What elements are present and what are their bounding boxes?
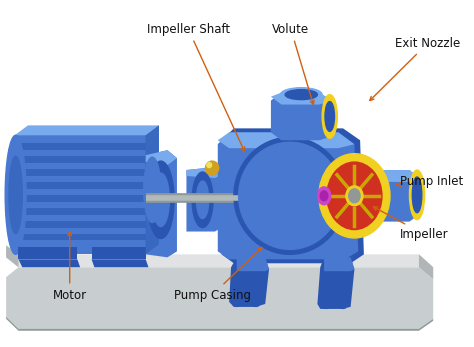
Polygon shape [318, 257, 355, 309]
Polygon shape [186, 167, 221, 231]
Polygon shape [146, 125, 159, 254]
Ellipse shape [152, 173, 169, 227]
Polygon shape [15, 208, 146, 215]
Polygon shape [6, 245, 433, 279]
Polygon shape [271, 93, 332, 104]
Polygon shape [15, 195, 146, 202]
Text: Motor: Motor [53, 232, 87, 302]
Ellipse shape [318, 187, 331, 205]
Ellipse shape [9, 156, 22, 234]
Text: Volute: Volute [272, 23, 314, 104]
Polygon shape [91, 259, 148, 267]
Polygon shape [6, 267, 433, 329]
Ellipse shape [196, 181, 209, 219]
Ellipse shape [233, 302, 240, 306]
Text: Exit Nozzle: Exit Nozzle [370, 36, 460, 101]
Polygon shape [355, 170, 419, 222]
Ellipse shape [346, 186, 363, 206]
Polygon shape [146, 150, 177, 165]
Ellipse shape [339, 303, 347, 308]
Polygon shape [6, 245, 18, 267]
Polygon shape [218, 132, 358, 259]
Ellipse shape [285, 90, 318, 100]
Polygon shape [237, 257, 269, 271]
Polygon shape [18, 259, 80, 267]
Ellipse shape [147, 161, 174, 238]
Text: Impeller Shaft: Impeller Shaft [147, 23, 245, 151]
Polygon shape [6, 317, 433, 331]
Polygon shape [146, 150, 177, 257]
Ellipse shape [349, 189, 360, 203]
Text: Pump Inlet: Pump Inlet [397, 176, 463, 188]
Polygon shape [91, 247, 146, 259]
Polygon shape [218, 132, 355, 148]
Ellipse shape [322, 95, 337, 138]
Polygon shape [419, 254, 433, 279]
Ellipse shape [192, 172, 213, 228]
Polygon shape [15, 156, 146, 163]
Polygon shape [355, 170, 419, 182]
Ellipse shape [410, 170, 425, 220]
Ellipse shape [327, 162, 382, 230]
Ellipse shape [234, 137, 346, 254]
Polygon shape [186, 167, 221, 178]
Ellipse shape [205, 161, 219, 175]
Ellipse shape [320, 191, 328, 201]
Polygon shape [15, 125, 159, 135]
Text: Impeller: Impeller [374, 207, 448, 241]
Ellipse shape [252, 302, 259, 306]
Text: Pump Casing: Pump Casing [173, 247, 262, 302]
Polygon shape [324, 257, 355, 271]
Polygon shape [18, 247, 77, 259]
Polygon shape [15, 234, 146, 240]
Polygon shape [229, 257, 269, 307]
Polygon shape [271, 93, 332, 140]
Polygon shape [15, 143, 146, 150]
Ellipse shape [325, 102, 335, 132]
Polygon shape [221, 128, 364, 263]
Polygon shape [15, 182, 146, 189]
Ellipse shape [281, 88, 322, 102]
Polygon shape [15, 135, 146, 254]
Ellipse shape [412, 177, 422, 213]
Ellipse shape [319, 154, 390, 238]
Ellipse shape [144, 157, 161, 223]
Ellipse shape [5, 135, 26, 254]
Ellipse shape [322, 303, 330, 308]
Ellipse shape [207, 163, 211, 168]
Polygon shape [146, 125, 159, 254]
Ellipse shape [238, 142, 341, 249]
Polygon shape [15, 221, 146, 228]
Polygon shape [15, 169, 146, 176]
